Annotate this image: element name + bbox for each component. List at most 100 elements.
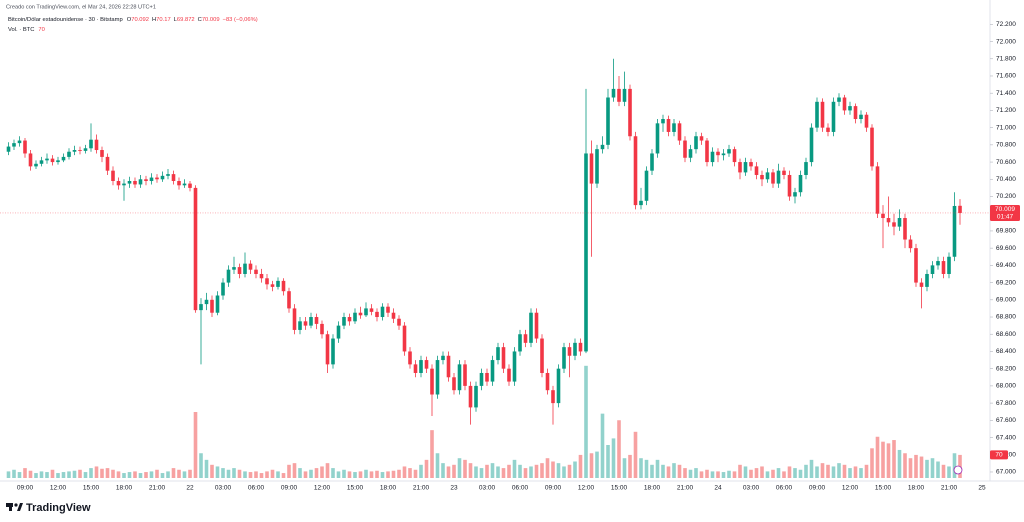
candle-body	[655, 123, 660, 154]
candle-body	[309, 317, 313, 326]
volume-tag	[990, 450, 1008, 460]
volume-bar	[287, 464, 291, 478]
candle-body	[342, 317, 346, 326]
x-tick-label: 09:00	[17, 485, 34, 492]
x-tick-label: 12:00	[578, 485, 595, 492]
volume-bar	[611, 438, 616, 478]
y-tick-label: 71.800	[996, 55, 1016, 62]
candle-body	[160, 175, 165, 180]
candle-body	[897, 218, 902, 227]
y-tick-label: 71.400	[996, 90, 1016, 97]
candle-body	[105, 156, 110, 171]
candle-body	[380, 306, 385, 318]
candle-body	[633, 136, 638, 206]
candle-body	[815, 101, 819, 128]
volume-bar	[320, 466, 324, 478]
volume-bar	[193, 412, 198, 478]
volume-bar	[947, 466, 951, 478]
volume-bar	[776, 468, 781, 478]
volume-bar	[578, 454, 583, 478]
volume-bar	[732, 471, 737, 478]
volume-bar	[133, 471, 137, 478]
candle-body	[567, 347, 572, 356]
candle-body	[666, 119, 671, 132]
candle-body	[749, 162, 753, 167]
candle-body	[540, 338, 544, 373]
candle-body	[485, 372, 489, 382]
event-icon[interactable]	[953, 465, 963, 475]
volume-bar	[650, 464, 654, 478]
volume-bar	[364, 469, 368, 478]
volume-bar	[606, 445, 610, 478]
candle-body	[391, 312, 396, 319]
candle-body	[496, 347, 500, 361]
candle-body	[754, 166, 759, 175]
candle-body	[452, 377, 456, 391]
x-tick-label: 21:00	[149, 485, 166, 492]
volume-bar	[567, 464, 572, 478]
candle-body	[72, 150, 77, 152]
volume-bar	[347, 471, 352, 478]
candle-body	[809, 127, 814, 163]
l-letter: L	[174, 17, 178, 23]
candle-body	[694, 136, 698, 150]
change: −83 (−0,06%)	[223, 17, 258, 23]
candle-body	[941, 261, 946, 274]
candle-body	[375, 311, 379, 318]
candle-body	[413, 364, 418, 373]
volume-bar	[765, 471, 770, 478]
volume-bar	[210, 464, 214, 478]
candle-body	[760, 174, 764, 180]
open-value: 70.092	[131, 17, 149, 23]
candle-body	[204, 299, 209, 305]
volume-bar	[479, 468, 484, 478]
candle-body	[650, 153, 654, 171]
candle-body	[435, 360, 440, 395]
y-tick-label: 72.200	[996, 21, 1016, 28]
candle-body	[122, 183, 126, 186]
volume-bar	[12, 469, 16, 478]
candle-body	[292, 308, 297, 330]
y-tick-label: 69.600	[996, 245, 1016, 252]
volume-bar	[226, 469, 231, 478]
candle-body	[276, 280, 280, 287]
x-tick-label: 06:00	[512, 485, 529, 492]
candle-body	[199, 304, 203, 311]
volume-bar	[919, 456, 924, 478]
candle-body	[177, 181, 181, 186]
volume-bar	[688, 469, 693, 478]
candle-body	[424, 360, 429, 369]
candle-body	[721, 153, 726, 156]
candle-body	[611, 88, 616, 98]
volume-bar	[529, 466, 533, 478]
candle-body	[34, 163, 38, 167]
candle-body	[562, 347, 566, 369]
volume-bar	[831, 466, 836, 478]
volume-bar	[182, 471, 187, 478]
volume-bar	[369, 471, 374, 478]
volume-bar	[925, 459, 929, 478]
volume-bar	[760, 466, 764, 478]
volume-bar	[754, 468, 759, 478]
marks	[0, 58, 990, 478]
volume-bar	[446, 466, 451, 478]
x-tick-label: 15:00	[611, 485, 628, 492]
candle-body	[523, 334, 528, 343]
candle-body	[100, 150, 104, 157]
volume-bar	[303, 471, 308, 478]
candle-body	[793, 192, 797, 197]
y-tick-label: 70.600	[996, 159, 1016, 166]
x-tick-label: 21:00	[413, 485, 430, 492]
candle-body	[364, 308, 368, 316]
volume-bar	[243, 471, 247, 478]
volume-bar	[111, 469, 115, 478]
volume-bar	[908, 458, 913, 478]
volume-bar	[336, 471, 341, 478]
volume-bar	[941, 464, 946, 478]
volume-bar	[600, 413, 605, 478]
volume-bar	[644, 459, 649, 478]
candle-body	[171, 174, 176, 182]
logo-text: TradingView	[26, 502, 91, 514]
candle-body	[353, 312, 357, 322]
